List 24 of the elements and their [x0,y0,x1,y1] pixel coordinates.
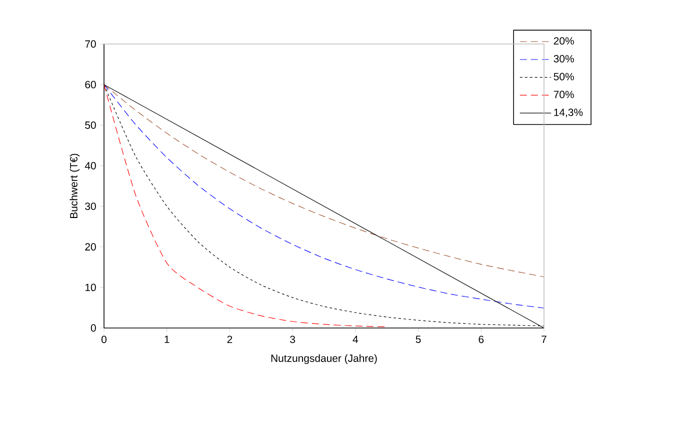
y-tick-label: 10 [85,284,96,292]
y-tick-label: 70 [85,40,96,48]
x-tick-label: 0 [102,336,107,344]
x-tick-label: 6 [478,336,484,344]
x-axis-title: Nutzungsdauer (Jahre) [271,354,377,364]
y-tick-label: 60 [85,80,96,88]
line-series [104,84,388,328]
y-tick-label: 30 [85,202,96,210]
y-tick-label: 50 [85,121,96,129]
legend-label: 14,3% [554,108,583,118]
x-tick-label: 4 [352,336,358,343]
legend-label: 70% [554,90,574,98]
x-tick-label: 2 [227,336,232,343]
y-tick-label: 20 [85,243,96,251]
x-tick-label: 7 [542,336,546,343]
legend-label: 30% [554,55,574,62]
y-axis-title: Buchwert (T€) [70,154,80,218]
legend-label: 20% [554,37,574,45]
legend-label: 50% [554,72,574,80]
x-tick-label: 1 [164,336,170,343]
x-tick-label: 5 [416,336,421,343]
x-tick-label: 3 [290,336,296,344]
y-tick-label: 40 [84,162,96,170]
y-tick-label: 0 [90,324,96,332]
